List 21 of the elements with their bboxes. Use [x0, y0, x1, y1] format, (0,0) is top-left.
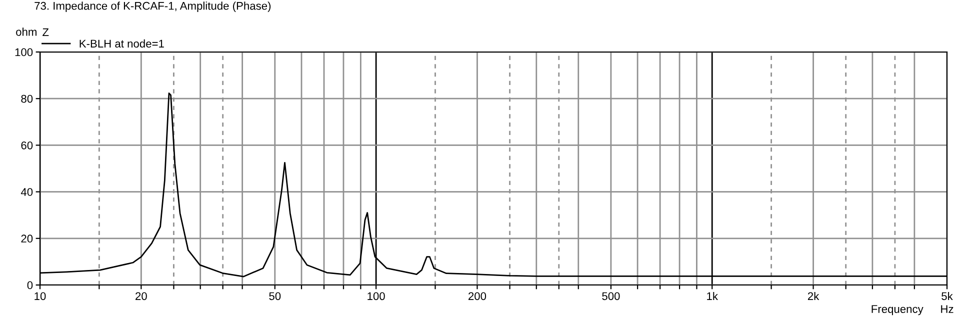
y-tick-label: 20 — [21, 234, 33, 243]
y-tick-label: 60 — [21, 141, 33, 150]
x-axis-title: Frequency — [872, 305, 924, 316]
legend-title: Z — [42, 28, 49, 36]
legend-label: K-BLH at node=1 — [80, 39, 164, 48]
x-tick-label: 100 — [368, 292, 385, 300]
x-tick-label: 2k — [808, 292, 820, 300]
x-tick-label: 20 — [136, 292, 147, 300]
y-tick-label: 100 — [15, 48, 33, 56]
x-tick-label: 200 — [468, 292, 486, 300]
y-axis-title: ohm — [16, 28, 36, 36]
x-tick-label: 1k — [707, 292, 718, 300]
y-tick-label: 40 — [20, 188, 33, 196]
y-tick-label: 0 — [27, 281, 33, 290]
text: Hz — [941, 305, 954, 313]
x-tick-label: 50 — [269, 292, 281, 300]
x-tick-label: 500 — [602, 292, 620, 300]
chart-title: 73. Impedance of K-RCAF-1, Amplitude (Phase) — [34, 2, 271, 12]
y-tick-label: 80 — [21, 94, 33, 103]
x-tick-label: 5k — [942, 292, 953, 300]
x-tick-label: 10 — [34, 292, 46, 300]
